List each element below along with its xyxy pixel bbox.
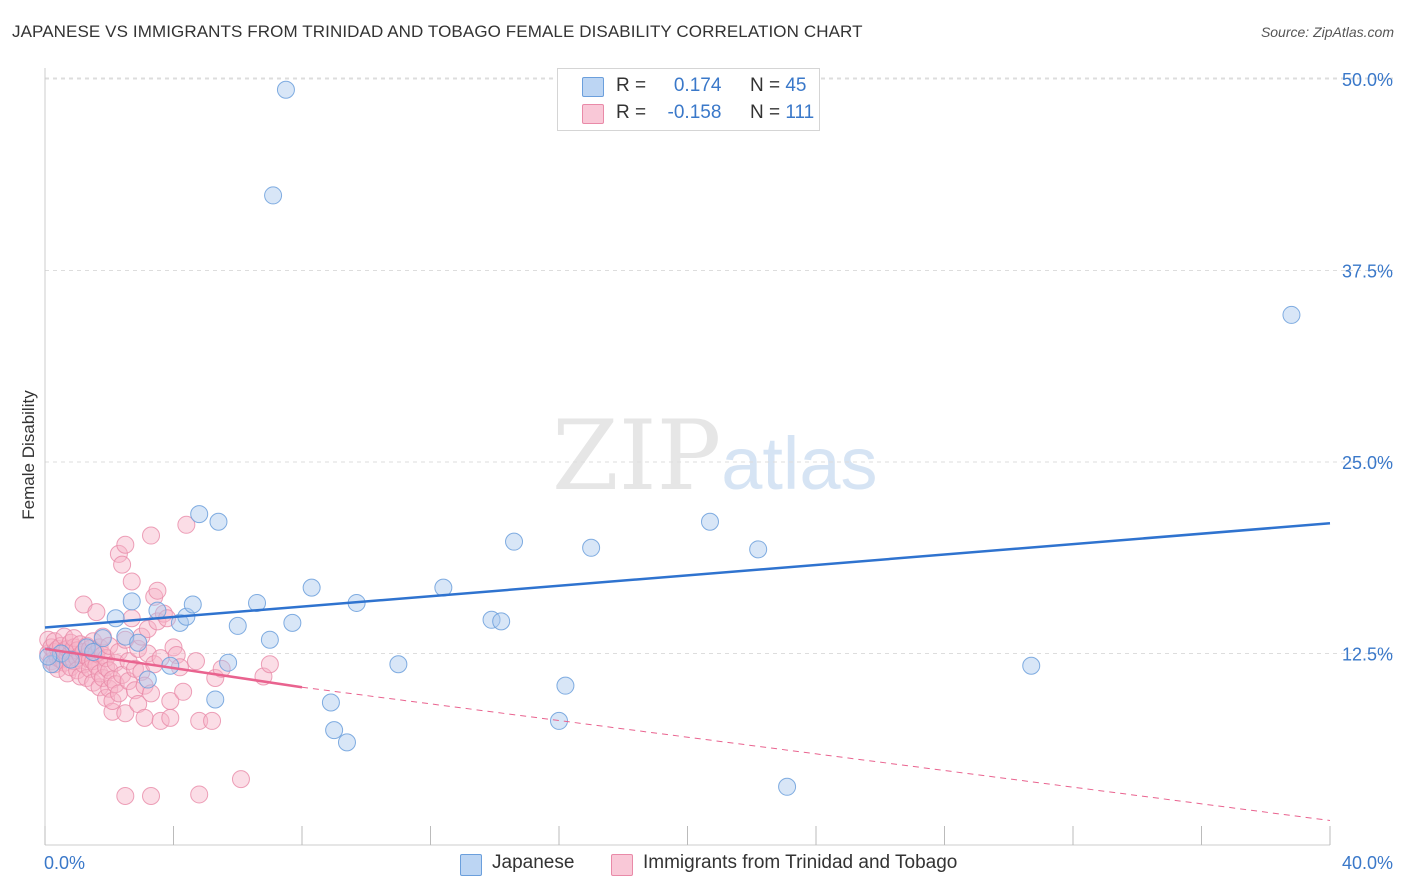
legend-n-label: N = (749, 102, 781, 123)
y-tick-label: 50.0% (1342, 70, 1393, 90)
data-point-japanese (264, 186, 283, 205)
trend-line-trinidad (44, 647, 303, 689)
data-point-trinidad (148, 581, 167, 600)
data-point-japanese (749, 540, 768, 559)
data-point-japanese (556, 676, 575, 695)
source-label: Source: ZipAtlas.com (1260, 24, 1394, 40)
legend-n-value: 45 (785, 75, 807, 96)
legend-r-label: R = (616, 75, 647, 96)
data-point-japanese (228, 616, 247, 635)
data-point-trinidad (100, 636, 119, 655)
data-point-japanese (206, 690, 225, 709)
data-point-japanese (209, 512, 228, 531)
data-point-trinidad (177, 515, 196, 534)
data-point-trinidad (103, 702, 122, 721)
zipatlas-watermark: ZIPatlas (552, 400, 878, 512)
data-point-japanese (321, 693, 340, 712)
data-point-japanese (122, 592, 141, 611)
legend-n-value: 111 (785, 102, 815, 123)
trend-line-japanese (44, 522, 1331, 629)
data-point-trinidad (190, 785, 209, 804)
y-axis-label: Female Disability (19, 390, 38, 520)
data-point-japanese (148, 601, 167, 620)
data-point-trinidad (190, 711, 209, 730)
data-point-japanese (283, 613, 302, 632)
data-point-trinidad (231, 770, 250, 789)
data-point-trinidad (174, 682, 193, 701)
data-point-trinidad (135, 708, 154, 727)
watermark-zip: ZIP (552, 400, 722, 512)
data-point-japanese (106, 609, 125, 628)
y-tick-label: 25.0% (1342, 453, 1393, 473)
legend-swatch-blue (460, 854, 482, 876)
data-point-japanese (550, 711, 568, 730)
data-point-japanese (337, 733, 356, 752)
data-point-japanese (93, 629, 112, 648)
legend-label-trinidad: Immigrants from Trinidad and Tobago (643, 852, 958, 873)
data-point-japanese (700, 512, 719, 531)
watermark-atlas: atlas (721, 422, 878, 505)
data-point-japanese (505, 532, 524, 551)
data-point-trinidad (122, 609, 141, 628)
data-point-japanese (276, 80, 295, 99)
data-point-japanese (61, 650, 80, 669)
y-tick-label: 12.5% (1342, 645, 1393, 665)
legend-r-value: 0.174 (673, 75, 722, 96)
data-point-trinidad (113, 555, 132, 574)
y-tick-label: 37.5% (1342, 262, 1393, 282)
data-point-trinidad (116, 704, 135, 723)
data-point-japanese (39, 647, 58, 666)
data-point-japanese (778, 777, 797, 796)
data-point-japanese (582, 538, 601, 557)
data-point-trinidad (161, 708, 180, 727)
data-point-trinidad (260, 655, 279, 674)
data-point-trinidad (142, 684, 161, 703)
data-point-japanese (190, 505, 209, 524)
chart-title: JAPANESE VS IMMIGRANTS FROM TRINIDAD AND… (12, 22, 863, 41)
data-point-trinidad (142, 526, 161, 545)
gridlines (45, 77, 1395, 654)
x-tick-label-min: 0.0% (44, 853, 85, 873)
data-point-japanese (482, 610, 501, 629)
series-japanese-points (39, 80, 1301, 796)
data-point-japanese (219, 653, 238, 672)
data-point-trinidad (203, 711, 222, 730)
legend-r-label: R = (616, 102, 647, 123)
data-point-japanese (183, 595, 202, 614)
data-point-japanese (1022, 656, 1041, 675)
trend-lines (44, 522, 1331, 821)
legend-label-japanese: Japanese (492, 852, 575, 873)
tick-labels: 12.5% 25.0% 37.5% 50.0% 0.0% 40.0% (44, 70, 1393, 873)
data-point-trinidad (109, 544, 128, 563)
data-point-japanese (260, 630, 279, 649)
data-point-japanese (302, 578, 321, 597)
legend-n-label: N = (749, 75, 781, 96)
trend-line-trinidad-extension (301, 686, 1331, 821)
correlation-legend: R = 0.174 N = 45 R = -0.158 N = 111 (557, 68, 820, 131)
data-point-japanese (492, 612, 511, 631)
data-point-japanese (138, 670, 157, 689)
data-point-japanese (129, 633, 148, 652)
x-tick-label-max: 40.0% (1342, 853, 1393, 873)
data-point-japanese (389, 655, 408, 674)
data-point-japanese (325, 721, 344, 740)
data-point-trinidad (122, 572, 141, 591)
legend-swatch-pink (611, 854, 633, 876)
legend-swatch-blue (582, 77, 604, 97)
data-point-japanese (1282, 305, 1301, 324)
axes (44, 68, 1331, 846)
data-point-trinidad (186, 652, 205, 671)
legend-r-value: -0.158 (667, 102, 722, 123)
data-point-trinidad (87, 603, 106, 622)
legend-swatch-pink (582, 104, 604, 124)
data-point-trinidad (151, 711, 170, 730)
data-point-trinidad (116, 535, 135, 554)
data-point-trinidad (138, 619, 157, 638)
data-point-trinidad (116, 786, 135, 805)
data-point-trinidad (142, 786, 161, 805)
